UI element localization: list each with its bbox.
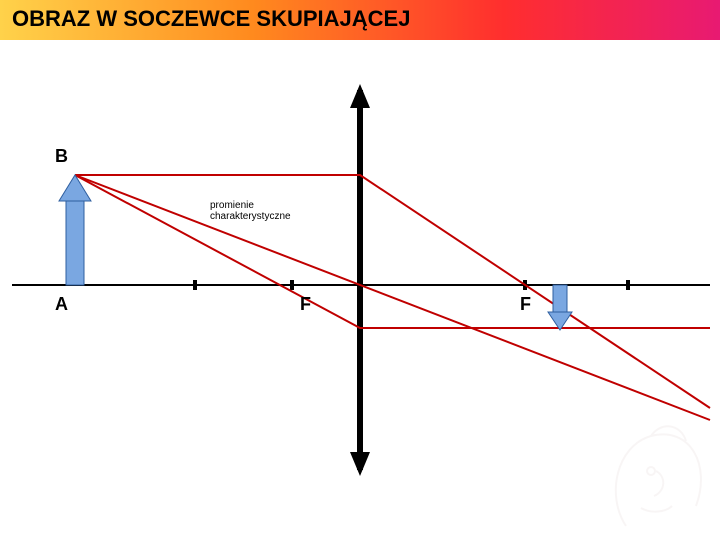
far-focus-label: F xyxy=(520,294,531,315)
page-title: OBRAZ W SOCZEWCE SKUPIAJĄCEJ xyxy=(12,6,410,32)
lens-diagram: A B F F promienie charakterystyczne xyxy=(0,40,720,540)
near-focus-label: F xyxy=(300,294,311,315)
characteristic-rays-label: promienie charakterystyczne xyxy=(210,200,291,222)
lens-diagram-svg xyxy=(0,40,720,540)
object-tip-label: B xyxy=(55,146,68,167)
title-bar: OBRAZ W SOCZEWCE SKUPIAJĄCEJ xyxy=(0,0,720,40)
object-base-label: A xyxy=(55,294,68,315)
